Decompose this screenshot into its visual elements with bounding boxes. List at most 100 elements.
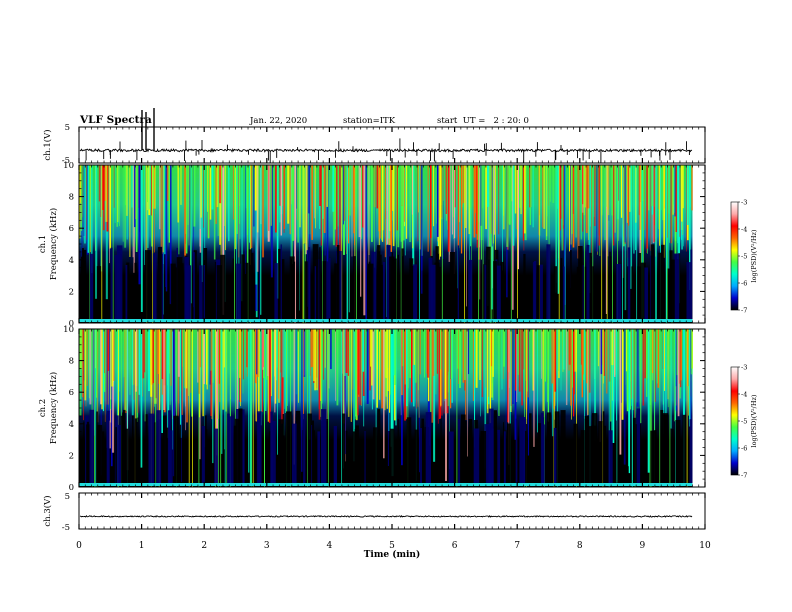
- spectral-streak: [511, 165, 513, 202]
- low-frequency-region: [278, 264, 281, 319]
- spectral-streak: [202, 329, 205, 417]
- spectral-streak: [630, 165, 633, 289]
- spectral-streak: [144, 329, 146, 422]
- low-frequency-region: [421, 418, 424, 483]
- waveform-line: [79, 514, 693, 518]
- low-frequency-region: [119, 430, 121, 483]
- colorbar-tick-label: -3: [741, 199, 747, 207]
- spectral-streak: [147, 165, 149, 203]
- spectral-streak: [442, 165, 444, 259]
- sferic-line: [198, 329, 200, 487]
- frequency-tick-label: 8: [69, 193, 74, 203]
- low-frequency-region: [484, 264, 487, 319]
- spectral-streak: [633, 165, 635, 254]
- spectral-streak: [109, 329, 111, 421]
- spectral-streak: [299, 165, 300, 311]
- spectral-streak: [193, 165, 194, 308]
- spectral-streak: [606, 329, 608, 371]
- low-frequency-region: [220, 254, 226, 319]
- spectral-streak: [404, 165, 405, 222]
- sferic-line: [224, 329, 226, 487]
- spectral-streak: [185, 165, 188, 254]
- spectral-streak: [223, 329, 226, 368]
- low-frequency-region: [536, 265, 540, 319]
- spectral-streak: [370, 329, 372, 367]
- sferic-line: [669, 329, 671, 487]
- spectral-streak: [103, 329, 105, 374]
- low-frequency-region: [377, 408, 381, 483]
- spectral-streak: [199, 329, 202, 368]
- spectral-streak: [136, 329, 139, 422]
- low-frequency-region: [321, 409, 327, 483]
- spectral-streak: [91, 165, 93, 274]
- spectral-streak: [580, 329, 582, 365]
- sferic-line: [116, 329, 118, 487]
- spectral-streak: [384, 165, 387, 258]
- spectral-streak: [386, 165, 389, 245]
- spectral-streak: [682, 165, 684, 209]
- spectral-streak: [241, 165, 243, 302]
- spectral-streak: [165, 165, 167, 287]
- ch1-waveform-trace: [79, 108, 693, 164]
- spectral-streak: [489, 329, 492, 424]
- sferic-line: [375, 329, 377, 487]
- low-frequency-region: [102, 431, 105, 483]
- spectral-streak: [280, 165, 283, 236]
- ch1-colorbar: -3 -4 -5 -6 -7 log(PSD)(V²/Hz): [730, 199, 758, 315]
- ch3-waveform-frame: [78, 492, 706, 530]
- spectral-streak: [81, 165, 83, 300]
- low-frequency-region: [503, 422, 504, 483]
- spectral-streak: [451, 165, 453, 235]
- spectral-streak: [341, 329, 343, 374]
- low-frequency-region: [449, 252, 456, 319]
- spectral-streak: [582, 329, 584, 375]
- low-frequency-region: [382, 261, 386, 319]
- spectral-streak: [390, 165, 392, 252]
- sferic-line: [158, 329, 160, 487]
- low-frequency-region: [457, 419, 461, 483]
- low-frequency-region: [106, 410, 110, 483]
- spectral-streak: [447, 165, 450, 252]
- sferic-line: [675, 329, 676, 487]
- spectral-streak: [190, 329, 192, 393]
- spectral-streak: [611, 329, 614, 366]
- low-frequency-region: [390, 428, 395, 483]
- spectral-streak: [473, 165, 476, 238]
- spectral-streak: [207, 165, 210, 239]
- spectral-streak: [664, 329, 665, 391]
- spectral-streak: [436, 165, 438, 224]
- spectral-streak: [621, 329, 622, 403]
- low-frequency-region: [406, 417, 412, 483]
- ch2-spectrogram-ylabel-frequency: Frequency (kHz): [48, 372, 59, 444]
- sferic-line: [302, 165, 304, 323]
- low-frequency-region: [324, 261, 330, 319]
- spectral-streak: [599, 329, 601, 442]
- spectral-streak: [258, 329, 260, 414]
- spectral-streak: [224, 329, 225, 450]
- spectral-streak: [350, 329, 352, 422]
- spectral-streak: [468, 165, 471, 235]
- spectral-streak: [491, 165, 493, 247]
- low-frequency-region: [660, 410, 664, 483]
- low-frequency-region: [608, 430, 613, 483]
- low-frequency-region: [371, 251, 377, 319]
- colorbar-tick-label: -7: [741, 307, 747, 315]
- low-frequency-region: [484, 424, 491, 483]
- sferic-line: [641, 165, 642, 323]
- sferic-line: [548, 165, 550, 323]
- frequency-tick-label: 0: [69, 319, 74, 329]
- spectral-streak: [675, 165, 677, 232]
- spectral-streak: [211, 165, 214, 210]
- low-frequency-region: [616, 264, 622, 319]
- spectral-streak: [677, 165, 679, 305]
- time-tick-label: 6: [452, 541, 458, 551]
- spectral-streak: [79, 329, 82, 416]
- sferic-line: [650, 329, 652, 487]
- low-frequency-region: [258, 421, 261, 483]
- ch1-spectrogram-yticks: 0 2 4 6 8 10: [63, 161, 705, 329]
- spectral-streak: [492, 329, 494, 377]
- spectral-streak: [597, 329, 600, 367]
- spectral-streak: [222, 165, 225, 315]
- spectral-streak: [389, 165, 391, 232]
- spectral-streak: [147, 165, 149, 248]
